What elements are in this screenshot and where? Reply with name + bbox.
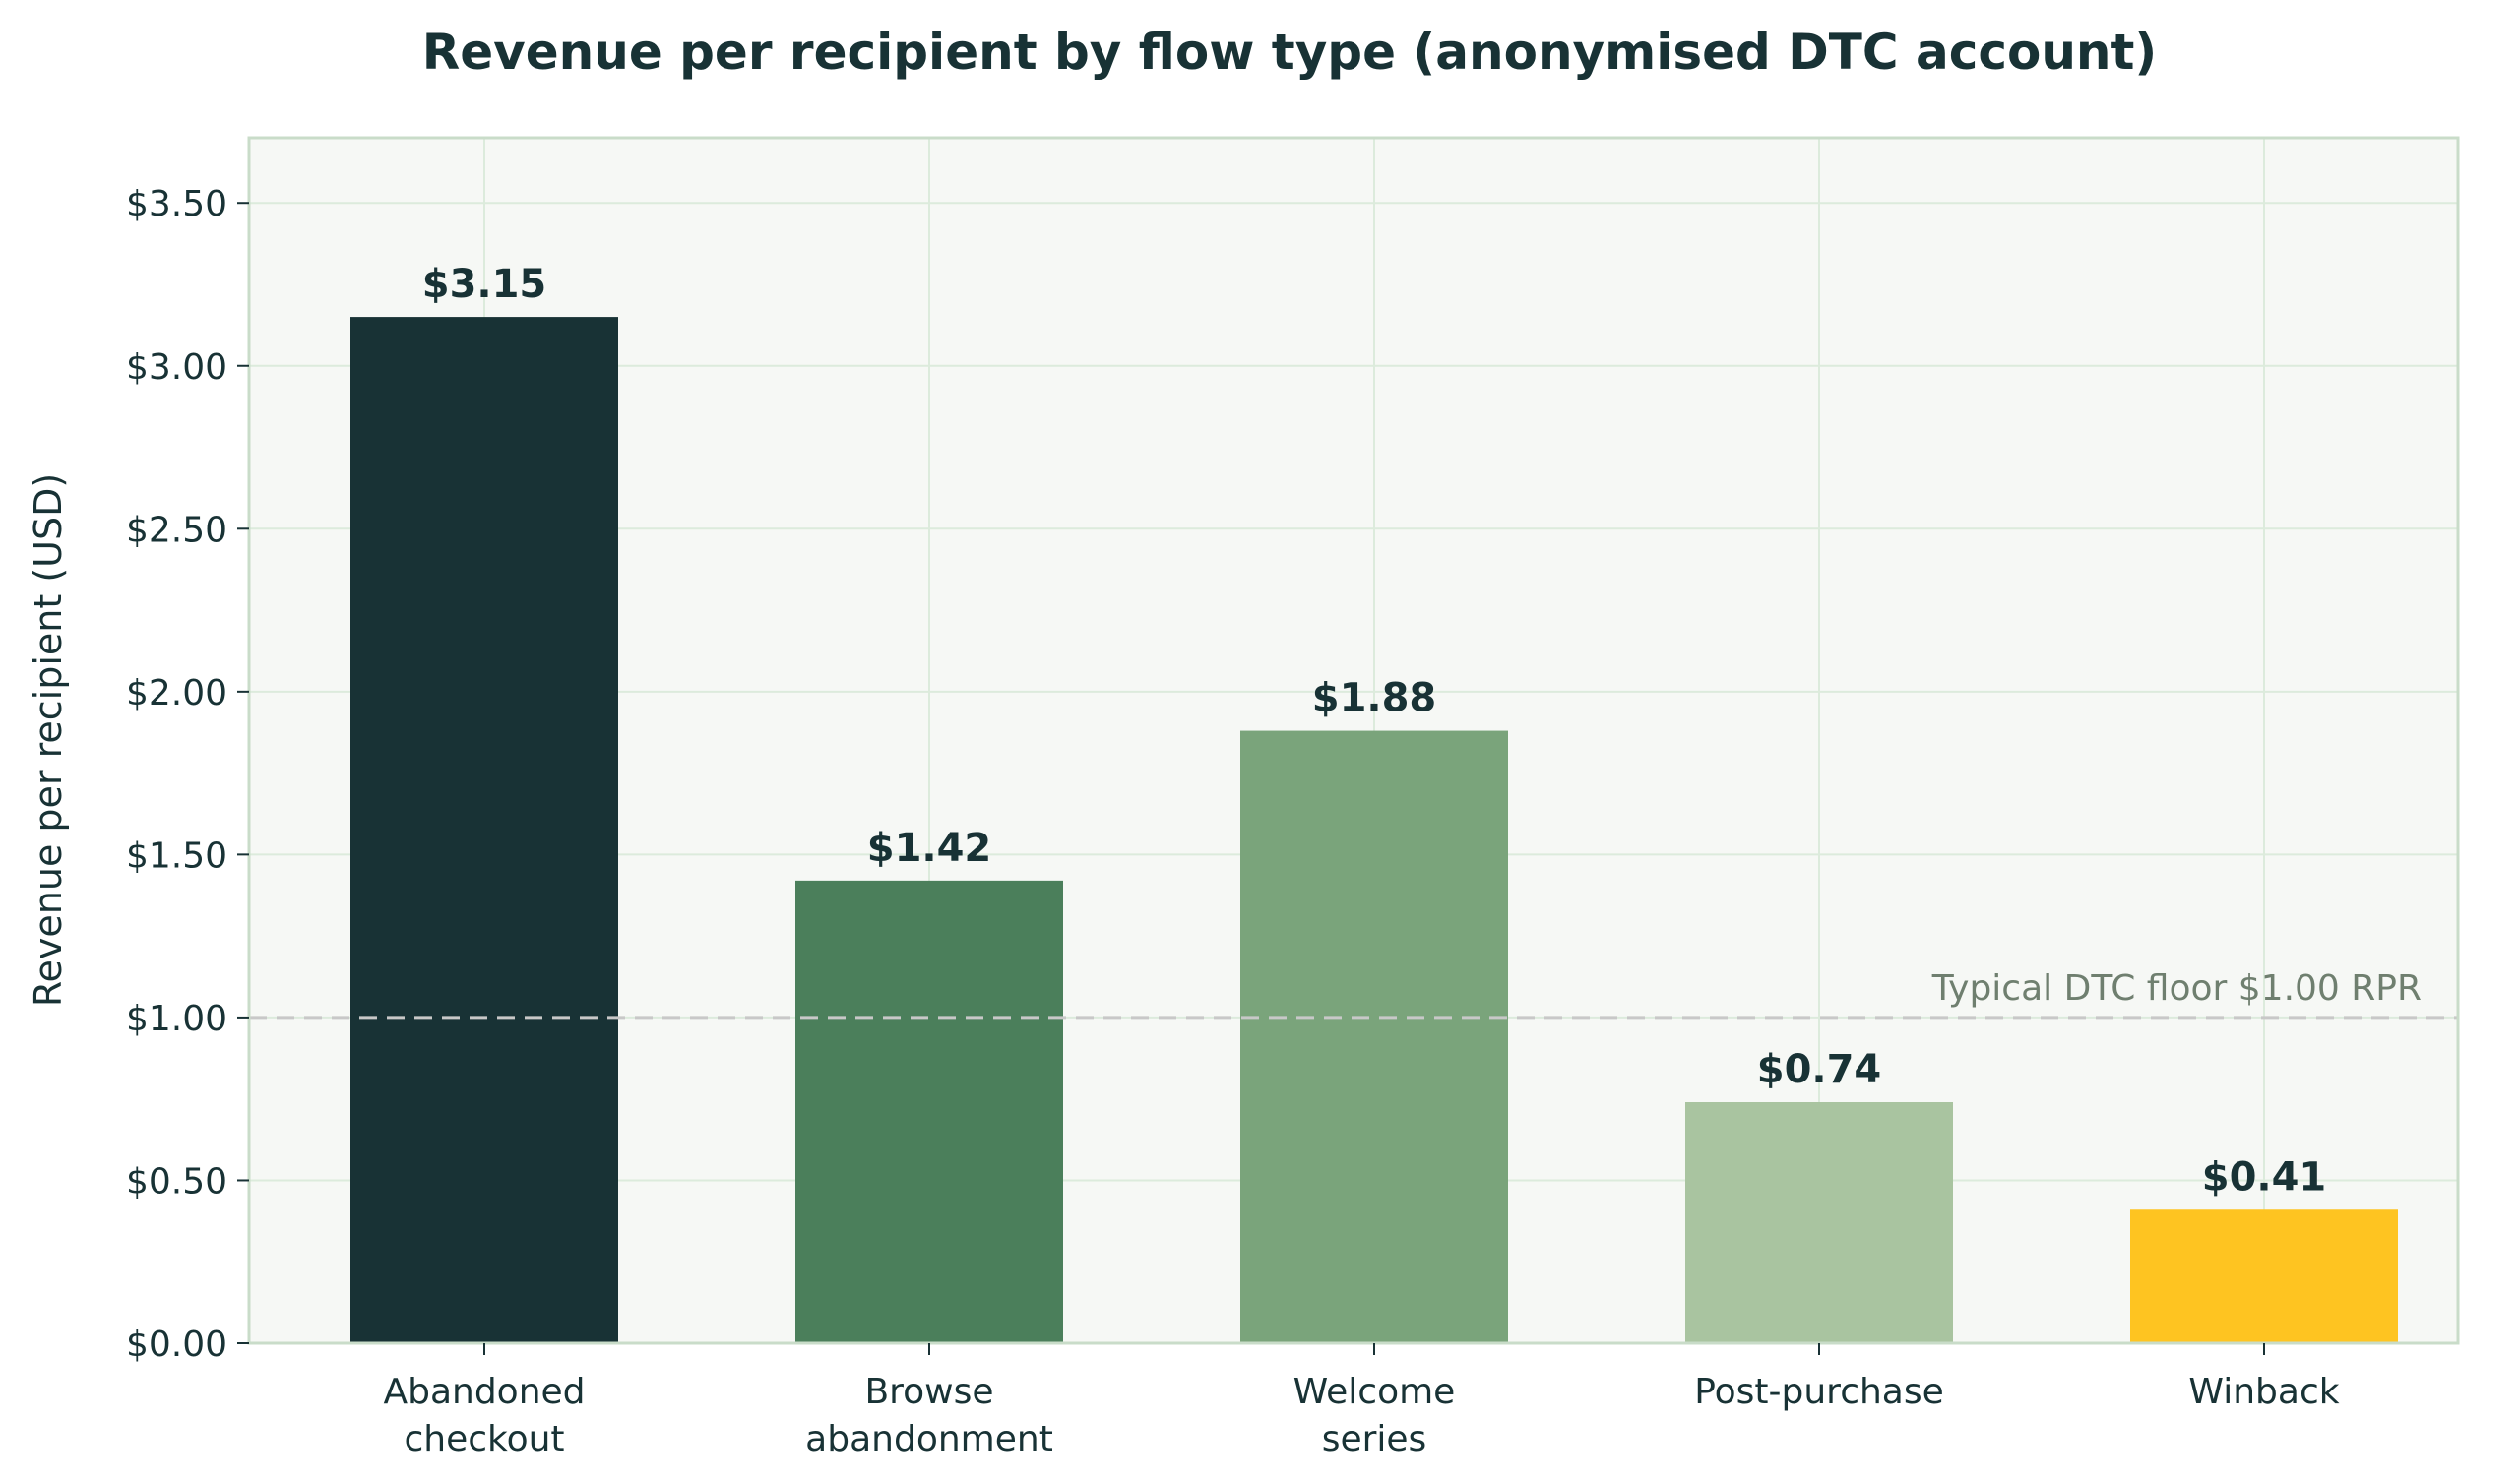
x-tick-label: Browse <box>864 1372 993 1412</box>
y-tick-label: $1.00 <box>126 999 227 1039</box>
data-label: $1.88 <box>1312 676 1437 721</box>
data-label: $1.42 <box>867 826 992 871</box>
y-tick-label: $1.50 <box>126 835 227 876</box>
y-tick-label: $3.00 <box>126 347 227 388</box>
x-tick-label: checkout <box>404 1419 564 1459</box>
plot-frame <box>247 136 2460 1345</box>
x-tick-label: abandonment <box>805 1419 1053 1459</box>
y-tick-label: $0.50 <box>126 1161 227 1202</box>
data-label: $0.41 <box>2202 1154 2327 1200</box>
chart-title: Revenue per recipient by flow type (anon… <box>422 24 2158 81</box>
y-tick-label: $0.00 <box>126 1325 227 1365</box>
x-tick-label: Post-purchase <box>1694 1372 1944 1412</box>
y-axis-label: Revenue per recipient (USD) <box>27 473 70 1007</box>
y-tick-label: $3.50 <box>126 184 227 224</box>
reference-line-label: Typical DTC floor $1.00 RPR <box>1931 968 2422 1009</box>
bar-3 <box>1685 1102 1953 1343</box>
x-tick-label: Winback <box>2188 1372 2339 1412</box>
x-tick-label: series <box>1322 1419 1427 1459</box>
bar-0 <box>350 317 618 1343</box>
y-tick-label: $2.00 <box>126 673 227 713</box>
data-label: $0.74 <box>1757 1047 1882 1092</box>
bar-4 <box>2130 1209 2398 1343</box>
bar-1 <box>795 880 1063 1343</box>
data-label: $3.15 <box>422 262 547 307</box>
x-tick-label: Abandoned <box>383 1372 585 1412</box>
bar-2 <box>1240 730 1508 1343</box>
y-tick-label: $2.50 <box>126 510 227 550</box>
plot-area: Typical DTC floor $1.00 RPR $3.15 $1.42 $1.… <box>126 136 2460 1459</box>
x-tick-label: Welcome <box>1293 1372 1456 1412</box>
